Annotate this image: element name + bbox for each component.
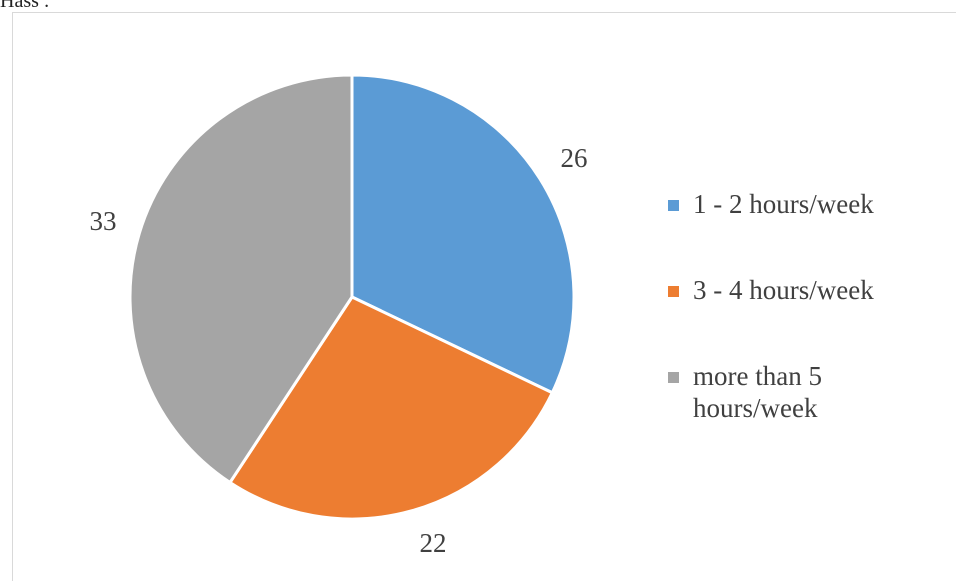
data-label-26: 26 bbox=[561, 143, 588, 173]
legend-swatch-gray bbox=[668, 372, 679, 383]
legend-item-1-2-hours: 1 - 2 hours/week bbox=[668, 188, 928, 220]
legend-label: 1 - 2 hours/week bbox=[693, 189, 874, 219]
legend-item-more-than-5-hours: more than 5 hours/week bbox=[668, 360, 928, 424]
top-text-fragment: Hass : bbox=[0, 0, 50, 12]
slice-more-than-5-hours bbox=[128, 73, 354, 485]
legend-item-3-4-hours: 3 - 4 hours/week bbox=[668, 274, 928, 306]
legend-label: more than 5 hours/week bbox=[693, 361, 822, 423]
data-label-22: 22 bbox=[420, 528, 447, 558]
legend-swatch-orange bbox=[668, 286, 679, 297]
legend: 1 - 2 hours/week 3 - 4 hours/week more t… bbox=[668, 188, 928, 423]
data-label-33: 33 bbox=[90, 206, 117, 236]
slice-1-2-hours bbox=[350, 73, 576, 395]
legend-swatch-blue bbox=[668, 200, 679, 211]
chart-frame bbox=[12, 12, 956, 581]
slice-3-4-hours bbox=[227, 295, 555, 521]
legend-label: 3 - 4 hours/week bbox=[693, 275, 874, 305]
